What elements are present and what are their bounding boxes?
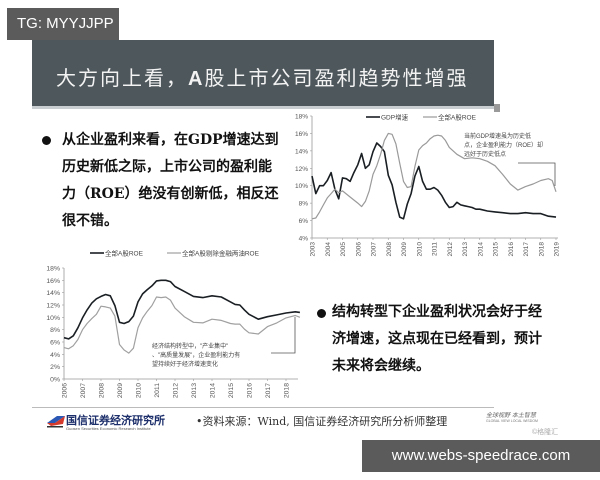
x-tick-label: 2012 (173, 383, 180, 398)
x-tick-label: 2013 (191, 383, 198, 398)
y-tick-label: 10% (46, 315, 60, 322)
y-tick-label: 6% (50, 340, 60, 347)
y-tick-label: 6% (299, 218, 309, 225)
x-tick-label: 2017 (265, 383, 272, 398)
x-tick-label: 2011 (154, 383, 161, 398)
slogan-cn: 全球视野 本土智慧 (486, 412, 536, 419)
legend-label: 全部A股ROE (438, 113, 477, 122)
x-tick-label: 2012 (447, 242, 454, 257)
x-tick-label: 2004 (325, 242, 332, 257)
slide-header (32, 40, 494, 106)
y-tick-label: 8% (50, 327, 60, 334)
y-tick-label: 16% (295, 131, 308, 138)
y-tick-label: 16% (46, 278, 60, 285)
bullet-2-line: 未来将会继续。 (332, 358, 430, 374)
header-tab-decoration (494, 104, 500, 112)
title-pre: 大方向上看， (56, 66, 188, 90)
annotation-bracket (518, 162, 556, 186)
y-tick-label: 4% (299, 236, 309, 243)
chart-annotation: 望持续好于经济增速变化 (152, 360, 218, 368)
y-tick-label: 14% (46, 290, 60, 297)
header-divider (32, 106, 494, 109)
title-bold: A (188, 68, 205, 90)
x-tick-label: 2013 (462, 242, 469, 257)
x-tick-label: 2005 (340, 242, 347, 257)
y-tick-label: 10% (295, 183, 308, 190)
series-line (311, 142, 557, 220)
y-tick-label: 12% (295, 166, 308, 173)
guosen-logo-icon (47, 416, 65, 428)
x-tick-label: 2019 (554, 242, 561, 257)
bullet-1-line: 历史新低之际，上市公司的盈利能 (62, 159, 272, 175)
x-tick-label: 2015 (228, 383, 235, 398)
chart-annotation: 远好于历史低点 (464, 150, 506, 158)
x-tick-label: 2017 (523, 242, 530, 257)
y-tick-label: 14% (295, 148, 308, 155)
legend-label: 全部A股剔除金融两油ROE (182, 249, 260, 258)
institute-name: 国信证券经济研究所 (66, 414, 165, 427)
x-tick-label: 2008 (386, 242, 393, 257)
chart-annotation: 经济结构转型中，"产业集中" (152, 342, 228, 350)
x-tick-label: 2009 (117, 383, 124, 398)
annotation-bracket (271, 317, 296, 354)
x-tick-label: 2014 (477, 242, 484, 257)
footer-divider (32, 407, 494, 408)
x-tick-label: 2010 (416, 242, 423, 257)
x-tick-label: 2010 (136, 383, 143, 398)
y-tick-label: 12% (46, 303, 60, 310)
chart-annotation: 点，企业盈利能力（ROE）却 (464, 141, 543, 149)
x-tick-label: 2014 (210, 383, 217, 398)
x-tick-label: 2008 (99, 383, 106, 398)
bullet-2: 结构转型下企业盈利状况会好于经 济增速，这点现在已经看到，预计 未来将会继续。 (332, 299, 542, 380)
y-tick-label: 4% (50, 352, 60, 359)
bullet-2-line: 结构转型下企业盈利状况会好于经 (332, 304, 542, 320)
x-tick-label: 2018 (538, 242, 545, 257)
slogan-en: GLOBAL VIEW LOCAL WISDOM (486, 419, 538, 423)
y-tick-label: 18% (295, 114, 308, 121)
credit-watermark: ©格隆汇 (532, 429, 559, 436)
x-tick-label: 2003 (310, 242, 317, 257)
y-tick-label: 0% (50, 377, 60, 384)
chart-annotation: 当前GDP增速虽为历史低 (464, 132, 531, 140)
watermark-bottom-url: www.webs-speedrace.com (362, 440, 600, 472)
x-tick-label: 2007 (371, 242, 378, 257)
x-tick-label: 2018 (284, 383, 291, 398)
bullet-1-line: 力（ROE）绝没有创新低，相反还 (62, 186, 279, 202)
bullet-dot-icon (42, 136, 51, 145)
series-line (63, 279, 301, 340)
bullet-2-line: 济增速，这点现在已经看到，预计 (332, 331, 542, 347)
legend-label: GDP增速 (381, 113, 409, 122)
title-post: 股上市公司盈利趋势性增强 (204, 66, 469, 90)
institute-name-en: Guosen Securities Economic Research Inst… (66, 426, 151, 431)
x-tick-label: 2006 (62, 383, 69, 398)
x-tick-label: 2007 (80, 383, 87, 398)
y-tick-label: 8% (299, 201, 309, 208)
x-tick-label: 2015 (493, 242, 500, 257)
slide-title: 大方向上看，A股上市公司盈利趋势性增强 (56, 62, 468, 91)
x-tick-label: 2016 (508, 242, 515, 257)
legend-label: 全部A股ROE (105, 249, 144, 258)
bullet-dot-icon (317, 309, 326, 318)
x-tick-label: 2006 (355, 242, 362, 257)
y-tick-label: 2% (50, 364, 60, 371)
series-line (63, 296, 301, 354)
bullet-1-line: 从企业盈利来看，在GDP增速达到 (62, 132, 279, 148)
x-tick-label: 2009 (401, 242, 408, 257)
x-tick-label: 2016 (247, 383, 254, 398)
y-tick-label: 18% (46, 266, 60, 273)
bullet-1-line: 很不错。 (62, 213, 118, 229)
chart-annotation: 、"高质量发展"，企业盈利能力有 (152, 351, 240, 359)
data-source: •资料来源：Wind, 国信证券经济研究所分析师整理 (196, 415, 448, 428)
x-tick-label: 2011 (432, 242, 439, 256)
watermark-top: TG: MYYJJPP (7, 8, 119, 40)
series-line (311, 132, 557, 220)
bullet-1: 从企业盈利来看，在GDP增速达到 历史新低之际，上市公司的盈利能 力（ROE）绝… (62, 127, 279, 235)
